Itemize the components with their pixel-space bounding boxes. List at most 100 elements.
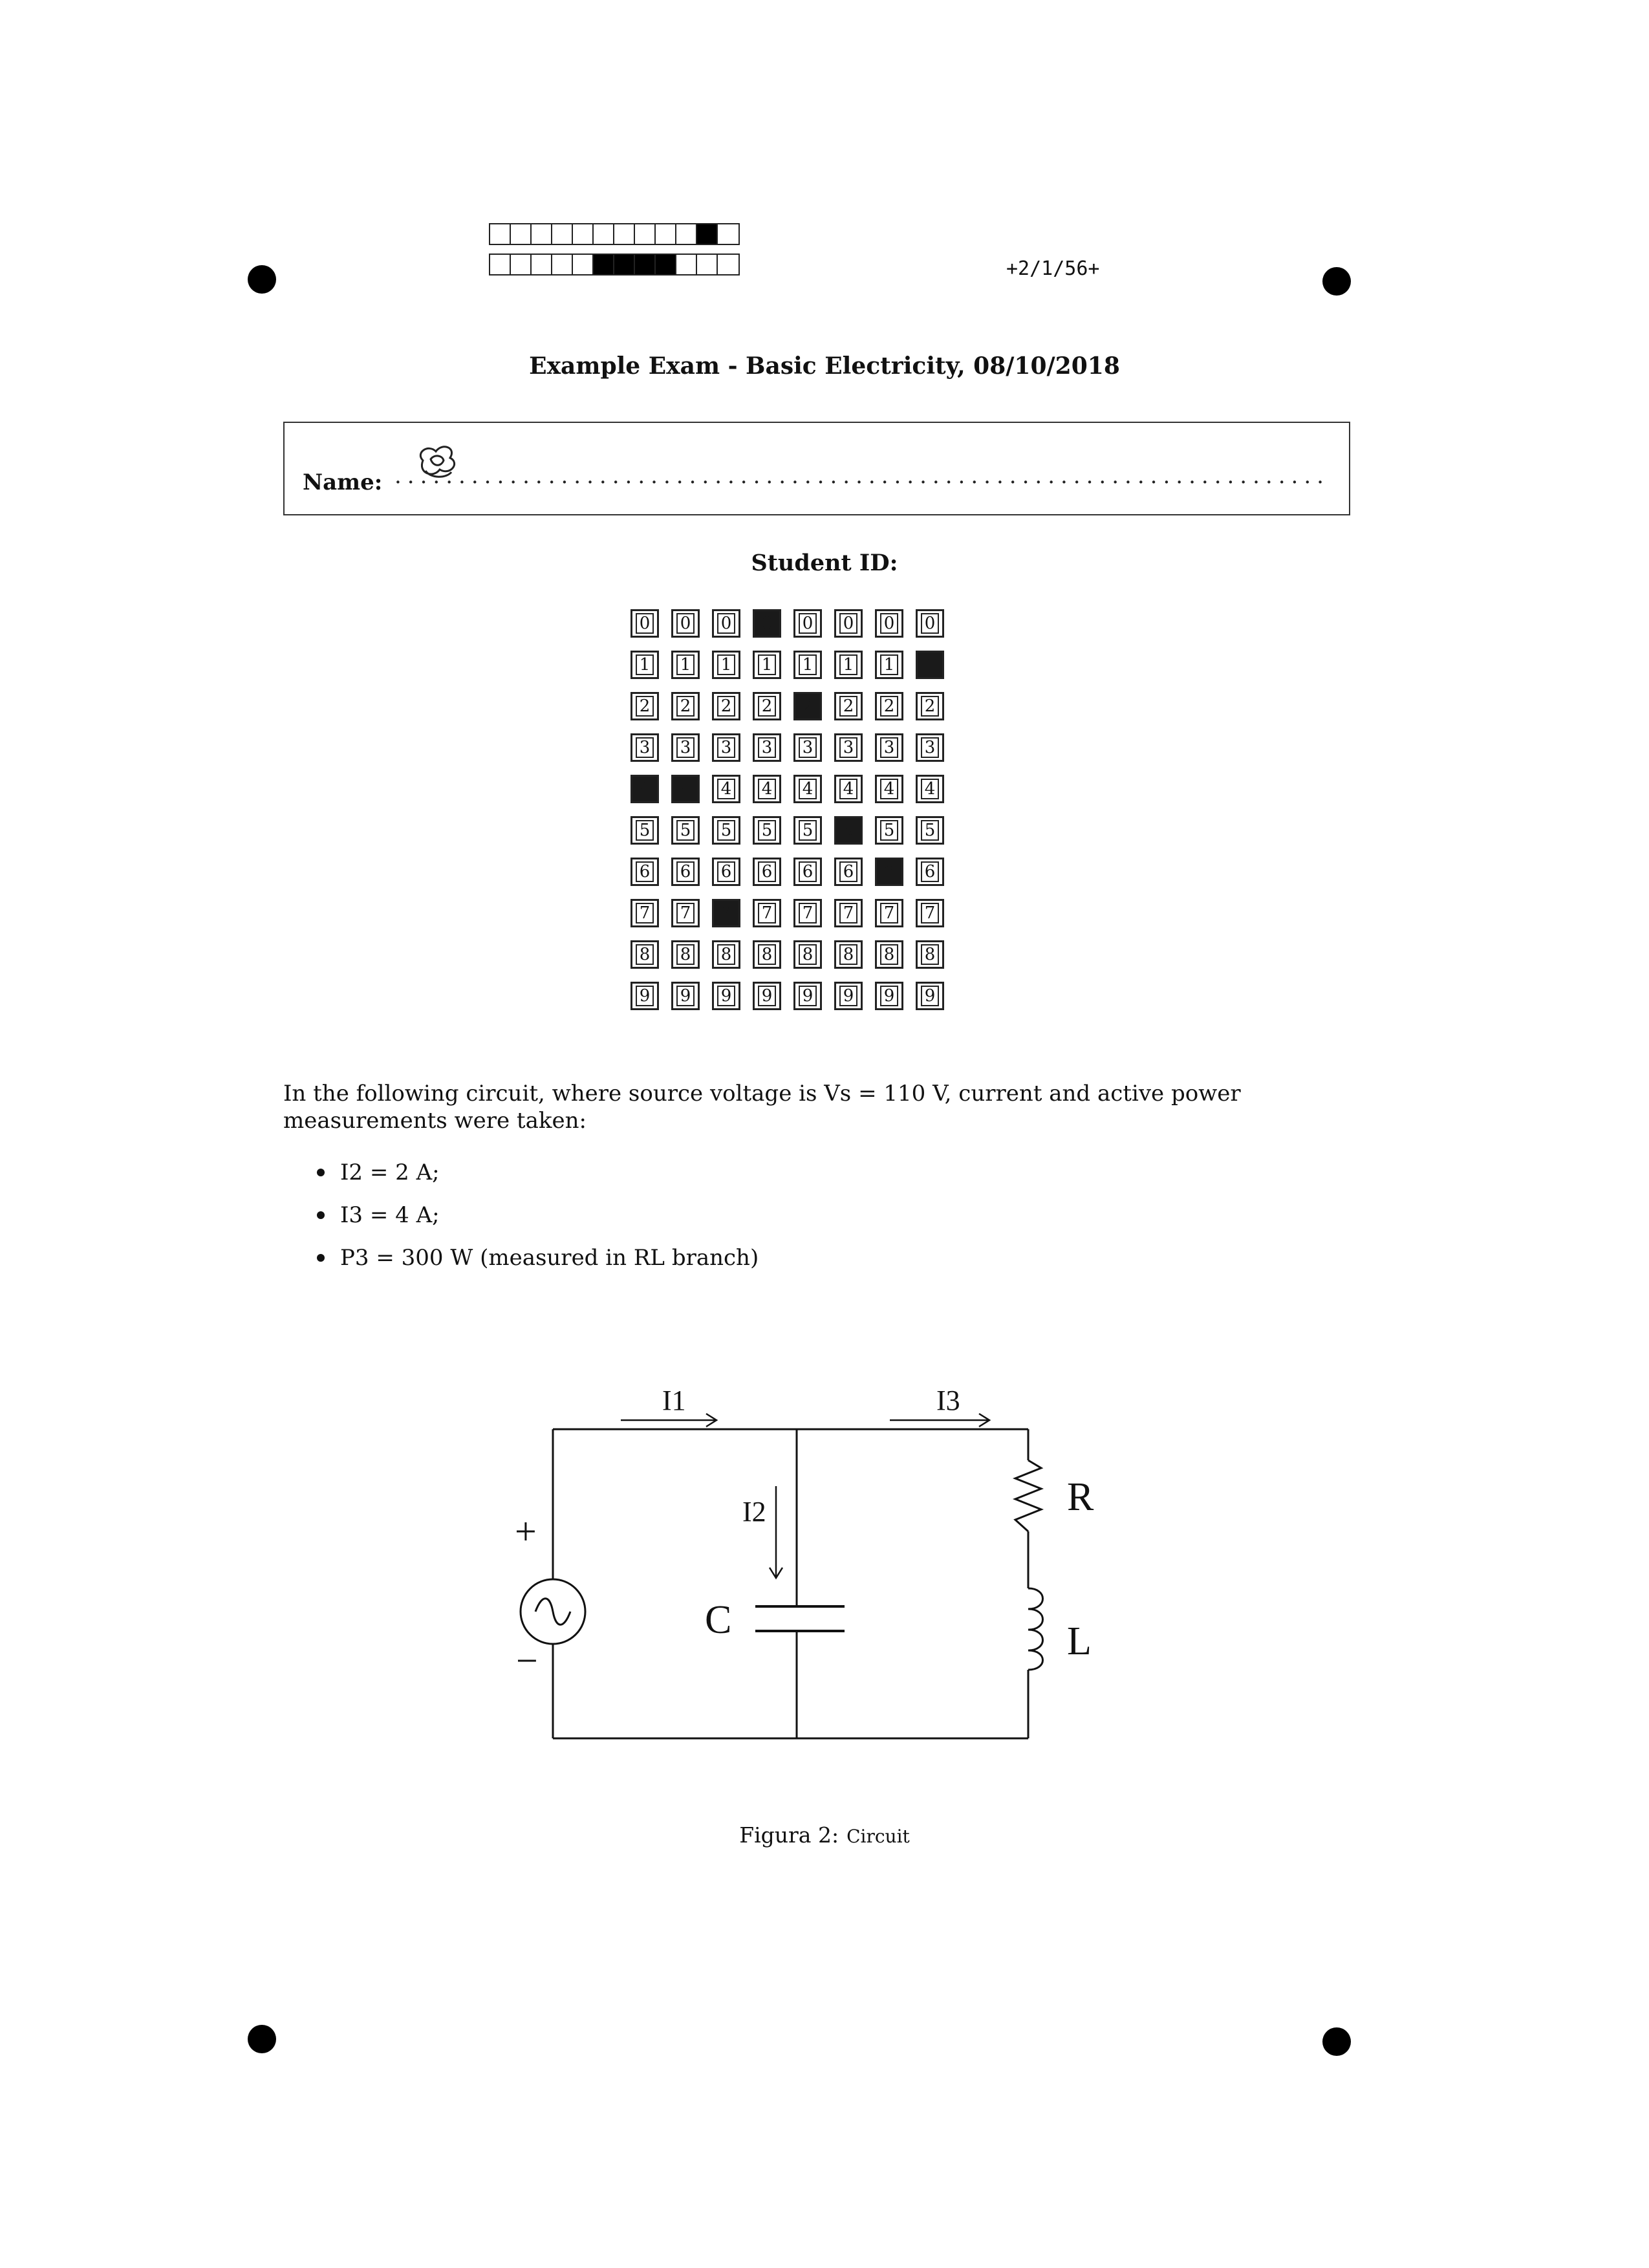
digit-checkbox[interactable]: 9 (916, 982, 944, 1010)
digit-checkbox[interactable]: 3 (630, 733, 659, 762)
digit-checkbox[interactable]: 3 (753, 733, 781, 762)
inductor-icon (1028, 1587, 1044, 1671)
measurement-i2: I2 = 2 A; (340, 1160, 440, 1185)
name-field[interactable]: Name: ..................................… (283, 422, 1350, 515)
digit-checkbox[interactable]: 2 (875, 692, 903, 720)
digit-checkbox[interactable]: 8 (630, 940, 659, 969)
digit-checkbox[interactable]: 1 (712, 651, 740, 679)
digit-checkbox[interactable]: 0 (712, 609, 740, 638)
digit-checkbox[interactable]: 6 (712, 858, 740, 886)
code-cell (676, 255, 697, 274)
digit-checkbox[interactable]: 4 (793, 775, 822, 803)
digit-checkbox[interactable]: 8 (753, 940, 781, 969)
digit-checkbox[interactable]: 6 (916, 858, 944, 886)
digit-checkbox[interactable]: 4 (875, 775, 903, 803)
digit-checkbox[interactable]: 1 (916, 651, 944, 679)
digit-checkbox[interactable]: 7 (630, 899, 659, 927)
digit-checkbox[interactable]: 7 (834, 899, 863, 927)
digit-checkbox[interactable]: 1 (630, 651, 659, 679)
digit-checkbox[interactable]: 3 (793, 733, 822, 762)
digit-checkbox[interactable]: 6 (875, 858, 903, 886)
digit-checkbox[interactable]: 9 (712, 982, 740, 1010)
digit-label: 9 (921, 986, 939, 1006)
question-intro: In the following circuit, where source v… (283, 1081, 1241, 1134)
digit-checkbox[interactable]: 7 (875, 899, 903, 927)
digit-checkbox[interactable]: 0 (630, 609, 659, 638)
digit-checkbox[interactable]: 1 (671, 651, 700, 679)
digit-checkbox[interactable]: 3 (712, 733, 740, 762)
digit-checkbox[interactable]: 8 (834, 940, 863, 969)
caption-prefix: Figura 2: (739, 1822, 839, 1848)
digit-checkbox[interactable]: 6 (753, 858, 781, 886)
digit-checkbox[interactable]: 5 (753, 816, 781, 845)
digit-checkbox[interactable]: 7 (916, 899, 944, 927)
digit-checkbox[interactable]: 2 (630, 692, 659, 720)
digit-checkbox[interactable]: 4 (753, 775, 781, 803)
digit-checkbox[interactable]: 4 (630, 775, 659, 803)
digit-checkbox[interactable]: 5 (916, 816, 944, 845)
digit-checkbox[interactable]: 3 (834, 733, 863, 762)
digit-checkbox[interactable]: 1 (875, 651, 903, 679)
student-id-label: Student ID: (751, 550, 898, 576)
digit-label: 5 (758, 820, 776, 841)
digit-checkbox[interactable]: 0 (753, 609, 781, 638)
digit-checkbox[interactable]: 7 (793, 899, 822, 927)
digit-checkbox[interactable]: 0 (793, 609, 822, 638)
digit-checkbox[interactable]: 3 (875, 733, 903, 762)
name-dotted-line[interactable]: ........................................… (394, 463, 1326, 489)
code-cell (635, 255, 656, 274)
digit-checkbox[interactable]: 1 (793, 651, 822, 679)
digit-checkbox[interactable]: 3 (916, 733, 944, 762)
digit-checkbox[interactable]: 4 (671, 775, 700, 803)
digit-checkbox[interactable]: 5 (834, 816, 863, 845)
digit-checkbox[interactable]: 7 (712, 899, 740, 927)
student-id-row: 3 3 3 3 3 3 3 3 (630, 733, 956, 775)
digit-checkbox[interactable]: 2 (834, 692, 863, 720)
code-cell (552, 224, 573, 244)
digit-checkbox[interactable]: 1 (753, 651, 781, 679)
digit-checkbox[interactable]: 0 (875, 609, 903, 638)
digit-checkbox[interactable]: 6 (630, 858, 659, 886)
code-cell (656, 255, 676, 274)
digit-checkbox[interactable]: 8 (712, 940, 740, 969)
digit-checkbox[interactable]: 5 (793, 816, 822, 845)
digit-checkbox[interactable]: 8 (671, 940, 700, 969)
digit-checkbox[interactable]: 3 (671, 733, 700, 762)
digit-checkbox[interactable]: 8 (875, 940, 903, 969)
digit-label: 8 (880, 944, 898, 965)
digit-checkbox[interactable]: 2 (712, 692, 740, 720)
digit-checkbox[interactable]: 0 (834, 609, 863, 638)
digit-checkbox[interactable]: 4 (712, 775, 740, 803)
digit-checkbox[interactable]: 2 (916, 692, 944, 720)
digit-checkbox[interactable]: 9 (630, 982, 659, 1010)
digit-checkbox[interactable]: 5 (671, 816, 700, 845)
code-cell (614, 224, 635, 244)
digit-checkbox[interactable]: 8 (793, 940, 822, 969)
digit-checkbox[interactable]: 6 (834, 858, 863, 886)
digit-checkbox[interactable]: 0 (916, 609, 944, 638)
measurement-p3: P3 = 300 W (measured in RL branch) (340, 1245, 759, 1271)
digit-checkbox[interactable]: 9 (753, 982, 781, 1010)
digit-checkbox[interactable]: 4 (916, 775, 944, 803)
digit-checkbox[interactable]: 5 (875, 816, 903, 845)
digit-checkbox[interactable]: 2 (753, 692, 781, 720)
digit-checkbox[interactable]: 5 (630, 816, 659, 845)
digit-checkbox[interactable]: 9 (793, 982, 822, 1010)
digit-checkbox[interactable]: 6 (793, 858, 822, 886)
digit-label: 9 (676, 986, 695, 1006)
digit-checkbox[interactable]: 4 (834, 775, 863, 803)
digit-checkbox[interactable]: 1 (834, 651, 863, 679)
digit-checkbox[interactable]: 7 (671, 899, 700, 927)
digit-checkbox[interactable]: 9 (834, 982, 863, 1010)
digit-checkbox[interactable]: 9 (671, 982, 700, 1010)
digit-checkbox[interactable]: 9 (875, 982, 903, 1010)
digit-label: 7 (921, 903, 939, 923)
digit-checkbox[interactable]: 0 (671, 609, 700, 638)
digit-checkbox[interactable]: 8 (916, 940, 944, 969)
digit-checkbox[interactable]: 2 (671, 692, 700, 720)
digit-checkbox[interactable]: 7 (753, 899, 781, 927)
digit-checkbox[interactable]: 6 (671, 858, 700, 886)
digit-checkbox[interactable]: 5 (712, 816, 740, 845)
digit-checkbox[interactable]: 2 (793, 692, 822, 720)
